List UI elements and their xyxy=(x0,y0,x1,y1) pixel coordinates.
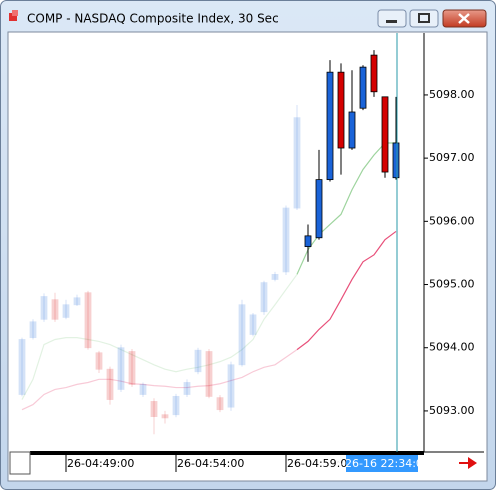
y-tick-label: 5096.00 xyxy=(429,214,475,227)
cursor-time-label: 7-26-16 22:34:00 xyxy=(334,457,430,470)
candle-body xyxy=(282,207,290,273)
moving-average-line xyxy=(296,230,397,351)
candle-body xyxy=(194,349,202,373)
moving-average-line xyxy=(21,349,298,411)
candle-body xyxy=(337,71,345,149)
x-tick-label: 26-04:49:00 xyxy=(67,457,134,470)
candle-body xyxy=(304,235,312,248)
candle-body xyxy=(348,111,356,149)
candle-body xyxy=(161,414,169,419)
candle-body xyxy=(84,292,92,349)
candle-body xyxy=(271,274,279,280)
candle-body xyxy=(249,314,257,335)
candle-body xyxy=(216,397,224,411)
candle-body xyxy=(315,179,323,239)
cursor-time-box xyxy=(346,455,418,472)
candle-body xyxy=(73,297,81,306)
candle-body xyxy=(183,382,191,395)
y-tick-label: 5097.00 xyxy=(429,151,475,164)
candle-body xyxy=(293,117,301,209)
candle-body xyxy=(117,347,125,390)
maximize-button[interactable] xyxy=(409,9,439,28)
candle-body xyxy=(106,368,114,400)
plot xyxy=(18,50,400,435)
time-axis-bar xyxy=(30,451,424,455)
candle-body xyxy=(381,96,389,173)
app-icon-part xyxy=(12,10,18,16)
candle-body xyxy=(139,383,147,395)
candle-body xyxy=(150,401,158,418)
close-icon xyxy=(458,13,470,24)
candle-body xyxy=(18,339,26,395)
candle-body xyxy=(392,142,400,179)
chart-area xyxy=(7,31,488,482)
candle-body xyxy=(205,351,213,397)
y-tick-label: 5098.00 xyxy=(429,88,475,101)
moving-average-line xyxy=(296,142,396,275)
app-icon xyxy=(9,13,17,21)
candle-body xyxy=(260,282,268,313)
y-tick-label: 5094.00 xyxy=(429,341,475,354)
x-tick-label: 26-04:54:00 xyxy=(177,457,244,470)
candle-body xyxy=(172,395,180,416)
candle-body xyxy=(29,321,37,339)
minimize-button[interactable] xyxy=(377,9,407,28)
moving-average-line xyxy=(21,274,298,400)
scroll-right-arrow[interactable] xyxy=(459,457,477,469)
candle-body xyxy=(51,299,59,320)
candle-body xyxy=(359,66,367,109)
candle-body xyxy=(95,352,103,370)
candle-body xyxy=(370,54,378,93)
y-tick-label: 5093.00 xyxy=(429,404,475,417)
candle-body xyxy=(128,351,136,385)
y-tick-label: 5095.00 xyxy=(429,278,475,291)
window-title: COMP - NASDAQ Composite Index, 30 Sec xyxy=(27,12,279,26)
candle-body xyxy=(238,304,246,366)
candle-body xyxy=(40,296,48,320)
candle-body xyxy=(227,364,235,408)
candle-body xyxy=(62,304,70,318)
x-tick-label: 26-04:59:00 xyxy=(287,457,354,470)
maximize-icon xyxy=(418,13,430,23)
candle-body xyxy=(326,71,334,181)
corner-box[interactable] xyxy=(9,451,31,475)
minimize-icon xyxy=(386,20,397,23)
